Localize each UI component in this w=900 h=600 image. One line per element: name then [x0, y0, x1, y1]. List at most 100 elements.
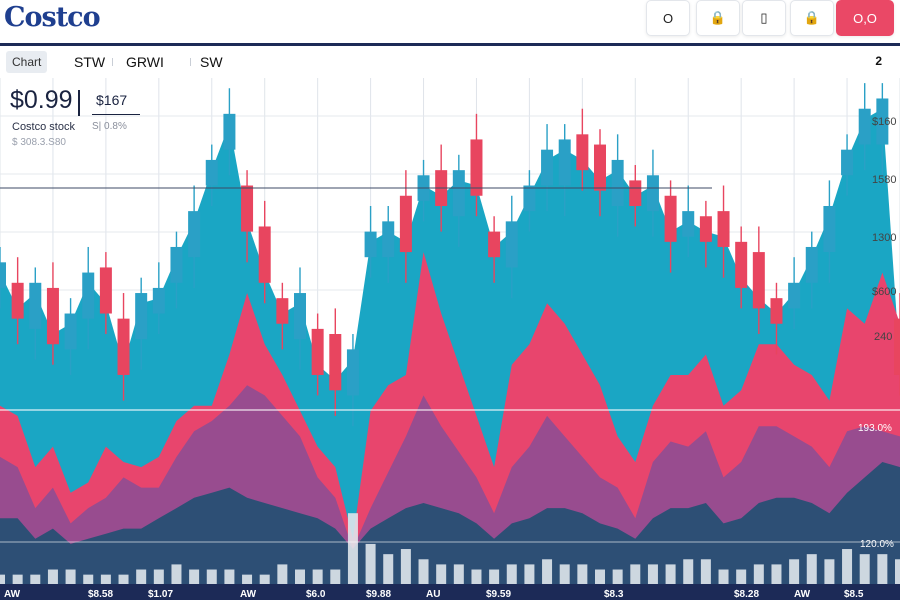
tab-bar: Chart STW GRWI SW [0, 46, 900, 76]
candle-body [894, 318, 900, 375]
overlay-value: 120.0% [860, 539, 894, 550]
y-axis-tick: 1300 [872, 232, 897, 244]
candle-body [717, 211, 730, 247]
toolbar-search-button[interactable]: O,O [836, 0, 894, 36]
volume-bar [559, 564, 570, 590]
candle-body [399, 195, 412, 253]
volume-bar [418, 559, 429, 590]
volume-bar [842, 549, 853, 590]
tab-sw[interactable]: SW [200, 54, 223, 70]
current-price: $0.99 [10, 86, 73, 114]
volume-bar [859, 554, 870, 590]
search-icon: O,O [853, 10, 877, 26]
toolbar-battery-button[interactable]: ▯ [742, 0, 786, 36]
x-axis-tick: AW [4, 589, 21, 600]
candle-body [364, 231, 377, 258]
toolbar-lock-button-2[interactable]: 🔒 [790, 0, 834, 36]
candle-body [0, 262, 6, 288]
tab-chart[interactable]: Chart [6, 51, 48, 73]
volume-bar [506, 564, 517, 590]
candle-body [188, 211, 201, 258]
volume-bar [718, 569, 729, 590]
candle-body [523, 185, 536, 212]
candle-body [576, 134, 589, 171]
volume-bar [542, 559, 553, 590]
header-divider [0, 43, 900, 46]
volume-bar [242, 574, 253, 590]
candle-body [646, 175, 659, 212]
candle-body [664, 195, 677, 242]
volume-bar [612, 569, 623, 590]
candle-body [82, 272, 95, 319]
volume-bar [153, 569, 164, 590]
candle-body [382, 221, 395, 258]
volume-bar [0, 574, 5, 590]
candle-body [11, 282, 24, 319]
volume-bar [12, 574, 23, 590]
candle-body [276, 298, 289, 324]
candle-body [488, 231, 501, 258]
candle-body [594, 144, 606, 191]
volume-bar [489, 569, 500, 590]
tab-separator [112, 58, 113, 66]
candle-body [682, 211, 695, 237]
candle-body [294, 293, 306, 340]
volume-bar [189, 569, 200, 590]
candle-body [876, 98, 889, 145]
candle-body [752, 252, 765, 309]
overlay-value: 193.0% [858, 423, 892, 434]
volume-bar [383, 554, 394, 590]
x-axis-tick: $9.88 [366, 589, 392, 600]
candle-body [858, 108, 871, 145]
volume-bar [347, 513, 358, 590]
volume-bar [524, 564, 535, 590]
volume-bar [65, 569, 76, 590]
toolbar-circle-button[interactable]: O [646, 0, 690, 36]
candle-body [452, 170, 465, 217]
candle-body [805, 246, 818, 283]
volume-bar [471, 569, 482, 590]
volume-bar [136, 569, 147, 590]
volume-bar [83, 574, 94, 590]
x-axis-tick: AW [794, 589, 811, 600]
candle-body [205, 159, 218, 186]
x-axis-tick: $9.59 [486, 589, 512, 600]
volume-bar [312, 569, 323, 590]
x-axis-strip [0, 584, 900, 600]
tab-stw[interactable]: STW [74, 54, 106, 70]
y-axis-tick: $600 [872, 286, 897, 298]
candle-body [735, 241, 748, 288]
price-separator [78, 90, 80, 116]
volume-bar [224, 569, 235, 590]
costco-logo[interactable]: Costco [4, 2, 101, 33]
x-axis-tick: $8.28 [734, 589, 760, 600]
volume-bar [806, 554, 817, 590]
tab-grwi[interactable]: GRWI [126, 54, 164, 70]
volume-bar [630, 564, 641, 590]
candle-body [311, 328, 324, 375]
alt-price: $167 [96, 92, 128, 108]
volume-bar [700, 559, 711, 590]
y-axis-tick: $160 [872, 116, 897, 128]
toolbar-lock-button[interactable]: 🔒 [696, 0, 740, 36]
candle-body [470, 139, 483, 196]
x-axis-tick: $6.0 [306, 589, 326, 600]
zoom-level[interactable]: 2 [875, 54, 882, 68]
volume-bar [206, 569, 217, 590]
y-axis-tick: 240 [874, 331, 893, 343]
candle-body [699, 216, 712, 242]
candle-body [29, 282, 42, 329]
lock-icon: 🔒 [803, 10, 821, 25]
candle-body [611, 159, 624, 206]
volume-bar [365, 543, 376, 590]
price-range: $ 308.3.S80 [12, 137, 66, 148]
volume-bar [30, 574, 41, 590]
volume-bar [118, 574, 129, 590]
volume-bar [595, 569, 605, 590]
x-axis-tick: $8.5 [844, 589, 864, 600]
candle-body [99, 267, 112, 314]
x-axis-tick: $8.3 [604, 589, 624, 600]
volume-bar [895, 559, 900, 590]
volume-bar [259, 574, 270, 590]
